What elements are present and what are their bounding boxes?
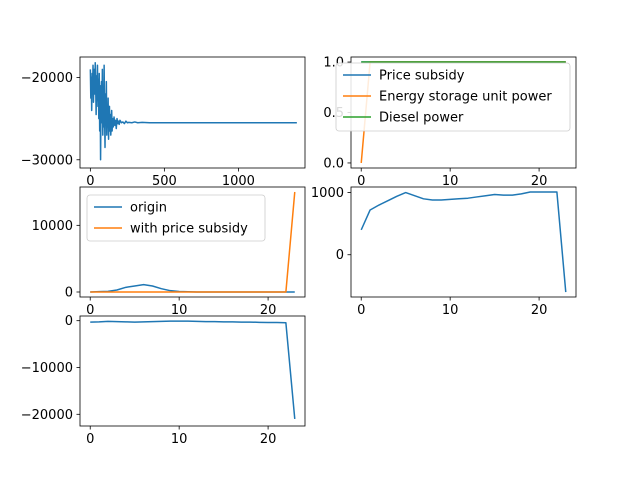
subplot-4-y-tick-label: 0 [336,248,344,263]
subplot-5-y-tick-label: −10000 [21,361,73,376]
subplot-1-y-tick-label: −20000 [21,71,73,86]
subplot-4-x-tick-label: 20 [531,303,548,318]
subplot-2-x-tick-label: 10 [442,174,459,189]
subplot-4-x-tick-label: 10 [442,303,459,318]
subplot-5: 0 10 20 −20000 −10000 0 [21,314,306,447]
subplot-5-x-tick-label: 0 [86,432,94,447]
subplot-3: 0 10 20 0 10000 [32,186,306,318]
subplot-1: 0 500 1000 −30000 −20000 [21,56,306,189]
legend-label: Diesel power [379,111,464,126]
subplot-4-x-tick-label: 0 [357,303,365,318]
legend-frame [86,194,266,242]
subplot-2-x-tick-label: 20 [531,174,548,189]
legend-label: Price subsidy [379,69,465,84]
subplot-1-axes-frame [79,56,306,169]
subplot-3-series-with-price-subsidy [90,191,296,293]
subplot-3-series-origin [90,283,295,293]
subplot-3-y-tick-label: 10000 [32,219,73,234]
subplot-3-x-tick-label: 0 [86,303,94,318]
subplot-3-x-tick-label: 20 [260,303,277,318]
subplot-4-series-line-1 [360,191,567,293]
subplot-1-series-line-1 [89,62,297,161]
subplot-3-legend: origin with price subsidy [86,194,266,242]
subplot-1-y-tick-label: −30000 [21,153,73,168]
subplot-1-x-tick-label: 0 [86,174,94,189]
subplot-4-axes-frame [350,186,577,298]
subplot-5-x-tick-label: 20 [260,432,277,447]
legend-label: origin [130,201,167,216]
subplot-5-series-line-1 [90,320,296,420]
subplot-3-x-tick-label: 10 [171,303,188,318]
subplot-4: 0 10 20 0 1000 [311,186,577,318]
subplot-2-legend: Price subsidy Energy storage unit power Di… [335,62,571,132]
legend-label: Energy storage unit power [379,90,552,105]
subplot-4-y-tick-label: 1000 [311,186,344,201]
subplot-5-y-tick-label: 0 [65,314,73,329]
subplot-2-x-tick-label: 0 [357,174,365,189]
legend-label: with price subsidy [130,222,248,237]
subplot-5-y-tick-label: −20000 [21,408,73,423]
subplot-1-x-tick-label: 500 [152,174,177,189]
subplot-2-y-tick-label: 0.0 [323,156,344,171]
legend-frame [335,62,571,132]
subplot-1-x-tick-label: 1000 [222,174,255,189]
subplot-3-y-tick-label: 0 [65,286,73,301]
subplot-5-x-tick-label: 10 [171,432,188,447]
subplot-5-axes-frame [79,315,306,427]
subplot-3-axes-frame [79,186,306,298]
